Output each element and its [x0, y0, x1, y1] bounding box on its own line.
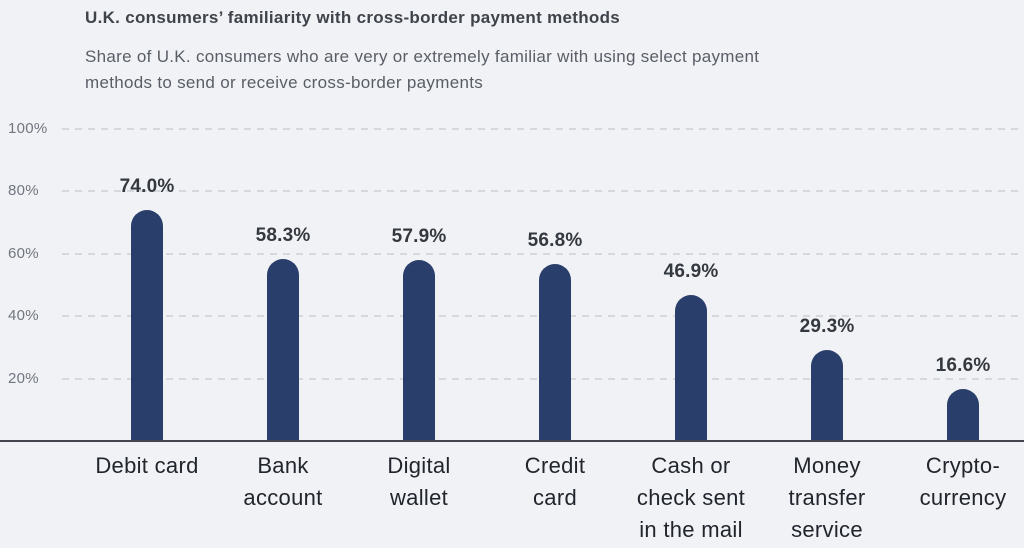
- x-axis-category-label-line: wallet: [389, 485, 449, 510]
- x-axis-category-label-bank-account: Bank account: [208, 450, 358, 514]
- x-axis-category-label-line: service: [791, 517, 863, 542]
- chart-subtitle-line-2: methods to send or receive cross-border …: [85, 73, 484, 92]
- x-axis-category-label-line: transfer: [788, 485, 866, 510]
- x-axis-category-label-credit-card: Credit card: [480, 450, 630, 514]
- x-axis-line: [0, 440, 1024, 442]
- bar-value-label-credit-card: 56.8%: [527, 230, 583, 251]
- gridline-80: [62, 190, 1024, 192]
- y-axis-tick-label-40: 40%: [8, 307, 39, 324]
- x-axis-category-label-line: Cash or: [651, 453, 731, 478]
- y-axis-tick-label-100: 100%: [8, 120, 48, 137]
- bar-value-label-digital-wallet: 57.9%: [391, 226, 447, 247]
- x-axis-category-label-money-transfer-service: Money transfer service: [752, 450, 902, 546]
- chart-subtitle-line-1: Share of U.K. consumers who are very or …: [85, 47, 760, 66]
- gridline-100: [62, 128, 1024, 130]
- x-axis-category-label-digital-wallet: Digital wallet: [344, 450, 494, 514]
- bar-credit-card: [539, 264, 571, 441]
- bar-value-label-cash-or-check-sent-in-the-mail: 46.9%: [663, 261, 719, 282]
- x-axis-category-label-line: Digital: [387, 453, 451, 478]
- y-axis-tick-label-20: 20%: [8, 370, 39, 387]
- bar-value-label-money-transfer-service: 29.3%: [799, 316, 855, 337]
- x-axis-category-label-line: currency: [919, 485, 1007, 510]
- x-axis-category-label-line: Debit card: [95, 453, 199, 478]
- x-axis-category-label-line: in the mail: [639, 517, 743, 542]
- x-axis-category-label-line: account: [243, 485, 323, 510]
- y-axis-tick-label-80: 80%: [8, 182, 39, 199]
- bar-value-label-crypto-currency: 16.6%: [935, 355, 991, 376]
- x-axis-category-label-line: card: [533, 485, 577, 510]
- x-axis-category-label-line: Crypto-: [925, 453, 1001, 478]
- bar-value-label-bank-account: 58.3%: [255, 225, 311, 246]
- x-axis-category-label-line: Bank: [257, 453, 309, 478]
- bar-crypto-currency: [947, 389, 979, 441]
- bar-debit-card: [131, 210, 163, 441]
- x-axis-category-label-line: check sent: [636, 485, 746, 510]
- bar-value-label-debit-card: 74.0%: [119, 176, 175, 197]
- gridline-60: [62, 253, 1024, 255]
- bar-money-transfer-service: [811, 350, 843, 441]
- x-axis-category-label-debit-card: Debit card: [72, 450, 222, 482]
- x-axis-category-label-cash-or-check-sent-in-the-mail: Cash or check sent in the mail: [616, 450, 766, 546]
- x-axis-category-label-crypto-currency: Crypto-currency: [888, 450, 1024, 514]
- bar-digital-wallet: [403, 260, 435, 441]
- bar-cash-or-check-sent-in-the-mail: [675, 295, 707, 441]
- x-axis-category-label-line: Money: [793, 453, 861, 478]
- bar-bank-account: [267, 259, 299, 441]
- chart-subtitle: Share of U.K. consumers who are very or …: [85, 44, 759, 96]
- y-axis-tick-label-60: 60%: [8, 245, 39, 262]
- x-axis-category-label-line: Credit: [524, 453, 586, 478]
- chart-title: U.K. consumers’ familiarity with cross-b…: [85, 8, 621, 27]
